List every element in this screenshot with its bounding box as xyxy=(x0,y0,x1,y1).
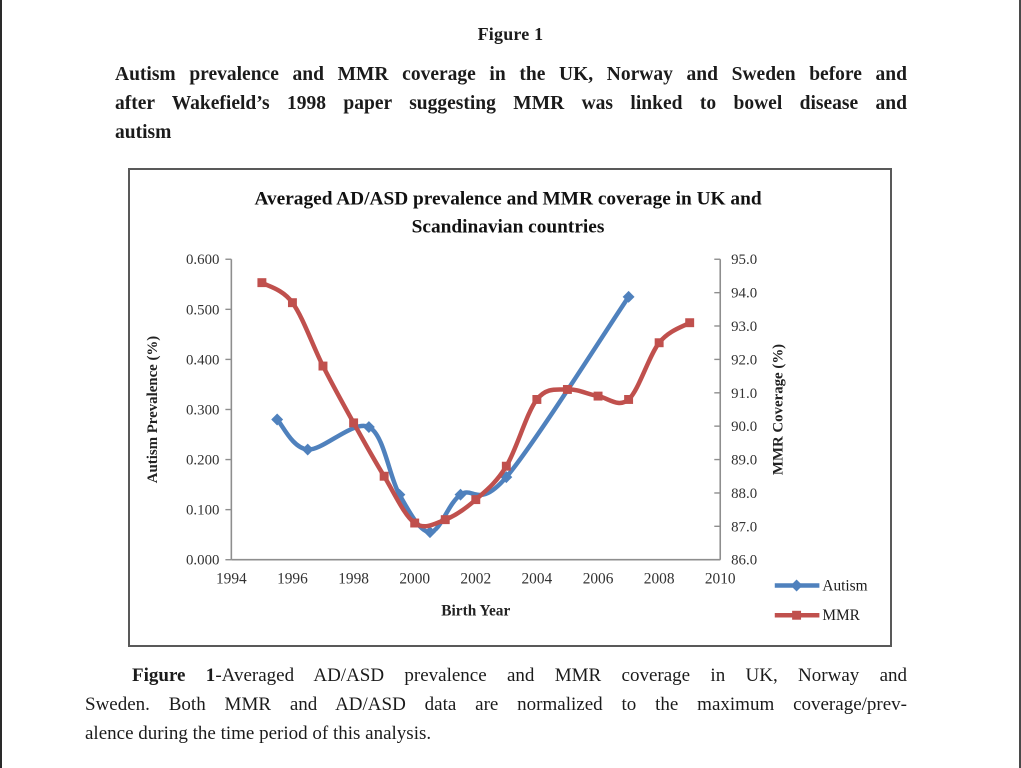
caption-line: Figure 1-Averaged AD/ASD prevalence and … xyxy=(85,661,907,690)
svg-text:2002: 2002 xyxy=(460,571,491,588)
x-axis-title: Birth Year xyxy=(441,602,510,619)
svg-text:0.200: 0.200 xyxy=(186,453,219,469)
svg-text:1996: 1996 xyxy=(277,571,308,588)
svg-text:93.0: 93.0 xyxy=(731,319,757,335)
page-right-edge xyxy=(1019,0,1021,768)
heading-line: Autism prevalence and MMR coverage in th… xyxy=(115,64,907,85)
svg-text:90.0: 90.0 xyxy=(731,419,757,435)
svg-text:89.0: 89.0 xyxy=(731,453,757,469)
left-axis: 0.000 0.100 0.200 0.300 0.400 0.500 0.600 xyxy=(186,252,232,569)
svg-text:92.0: 92.0 xyxy=(731,352,757,368)
svg-text:2000: 2000 xyxy=(399,571,430,588)
page-left-edge xyxy=(0,0,2,768)
svg-text:88.0: 88.0 xyxy=(731,486,757,502)
svg-text:87.0: 87.0 xyxy=(731,519,757,535)
svg-text:1994: 1994 xyxy=(216,571,247,588)
chart-title: Averaged AD/ASD prevalence and MMR cover… xyxy=(254,189,761,238)
chart-frame: Averaged AD/ASD prevalence and MMR cover… xyxy=(128,168,892,647)
legend-label-autism: Autism xyxy=(822,577,867,594)
svg-text:2008: 2008 xyxy=(644,571,675,588)
heading-line: autism xyxy=(115,122,172,143)
caption-line: Sweden. Both MMR and AD/ASD data are nor… xyxy=(85,694,907,715)
svg-text:1998: 1998 xyxy=(338,571,369,588)
left-axis-title: Autism Prevalence (%) xyxy=(145,336,161,484)
svg-text:2004: 2004 xyxy=(522,571,553,588)
svg-text:91.0: 91.0 xyxy=(731,386,757,402)
svg-text:0.400: 0.400 xyxy=(186,352,219,368)
autism-series xyxy=(271,290,635,539)
caption-line: alence during the time period of this an… xyxy=(85,723,432,744)
caption-line1-text: -Averaged AD/ASD prevalence and MMR cove… xyxy=(215,665,908,686)
heading-line: after Wakefield’s 1998 paper suggesting … xyxy=(115,93,907,114)
svg-text:2006: 2006 xyxy=(583,571,614,588)
mmr-series xyxy=(257,278,695,529)
figure-label: Figure 1 xyxy=(477,24,544,44)
legend-label-mmr: MMR xyxy=(822,607,860,624)
svg-text:Averaged AD/ASD prevalence and: Averaged AD/ASD prevalence and MMR cover… xyxy=(254,189,761,210)
svg-text:0.600: 0.600 xyxy=(186,252,219,268)
caption-figure-label: Figure 1 xyxy=(132,665,216,686)
svg-text:95.0: 95.0 xyxy=(731,252,757,268)
svg-text:0.300: 0.300 xyxy=(186,402,219,418)
chart-svg: Averaged AD/ASD prevalence and MMR cover… xyxy=(145,189,868,625)
svg-text:2010: 2010 xyxy=(705,571,736,588)
right-axis-title: MMR Coverage (%) xyxy=(771,344,787,475)
svg-text:0.500: 0.500 xyxy=(186,302,219,318)
legend: Autism MMR xyxy=(774,577,868,624)
svg-text:86.0: 86.0 xyxy=(731,553,757,569)
right-axis: 86.0 87.0 88.0 89.0 90.0 91.0 92.0 93.0 94.0 95.0 xyxy=(714,252,757,569)
svg-text:Scandinavian countries: Scandinavian countries xyxy=(412,216,605,237)
figure-caption: Figure 1-Averaged AD/ASD prevalence and … xyxy=(85,661,907,748)
svg-text:94.0: 94.0 xyxy=(731,286,757,302)
svg-text:0.100: 0.100 xyxy=(186,503,219,519)
svg-text:0.000: 0.000 xyxy=(186,553,219,569)
axes xyxy=(230,259,722,561)
x-axis: 1994 1996 1998 2000 2002 2004 2006 2008 2010 Birt… xyxy=(216,571,736,620)
figure-heading: Autism prevalence and MMR coverage in th… xyxy=(115,60,907,147)
